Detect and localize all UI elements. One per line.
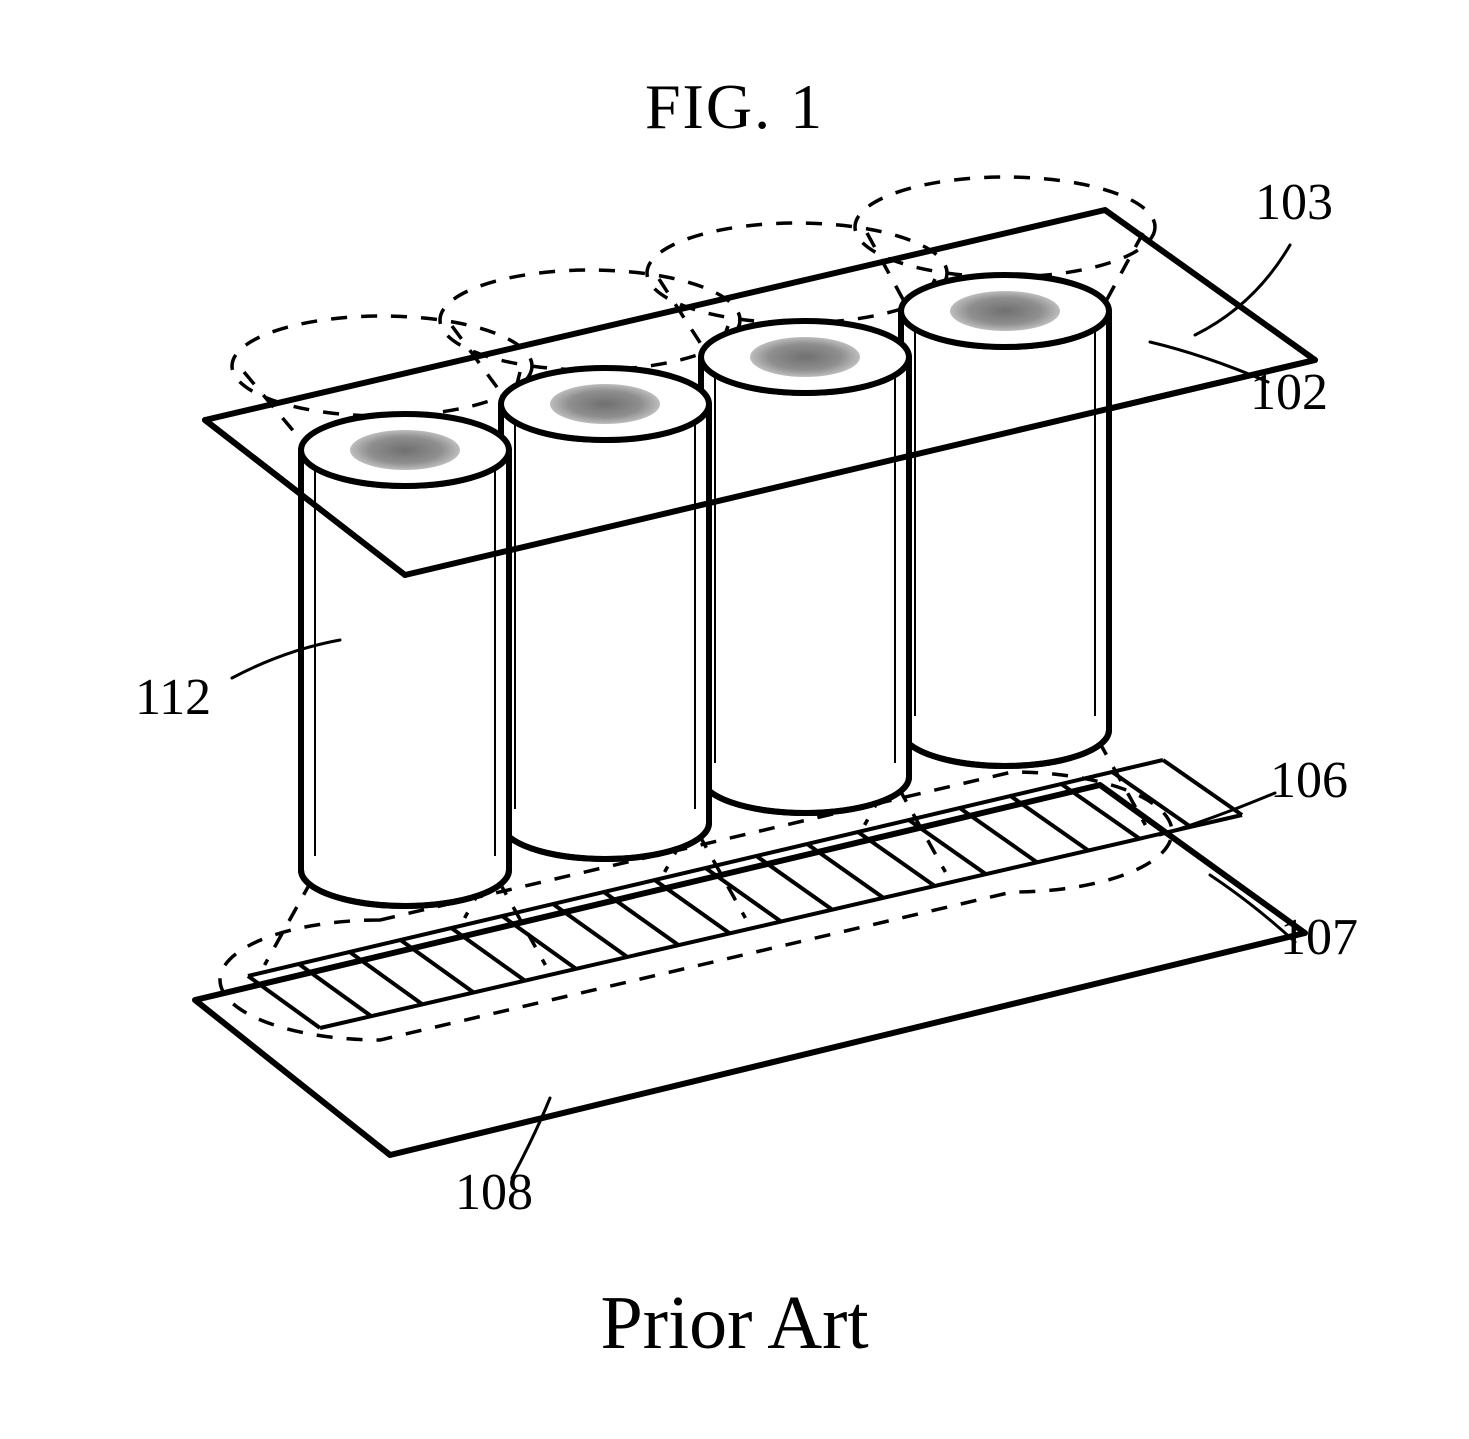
ref-102: 102 — [1250, 363, 1328, 422]
ref-103: 103 — [1255, 173, 1333, 232]
figure-drawing — [0, 0, 1469, 1439]
ref-106: 106 — [1270, 751, 1348, 810]
ref-112: 112 — [135, 668, 211, 727]
ref-108: 108 — [455, 1163, 533, 1222]
figure-caption: Prior Art — [0, 1280, 1469, 1367]
page: FIG. 1 103 102 112 106 107 108 Prior Art — [0, 0, 1469, 1439]
ref-107: 107 — [1280, 908, 1358, 967]
